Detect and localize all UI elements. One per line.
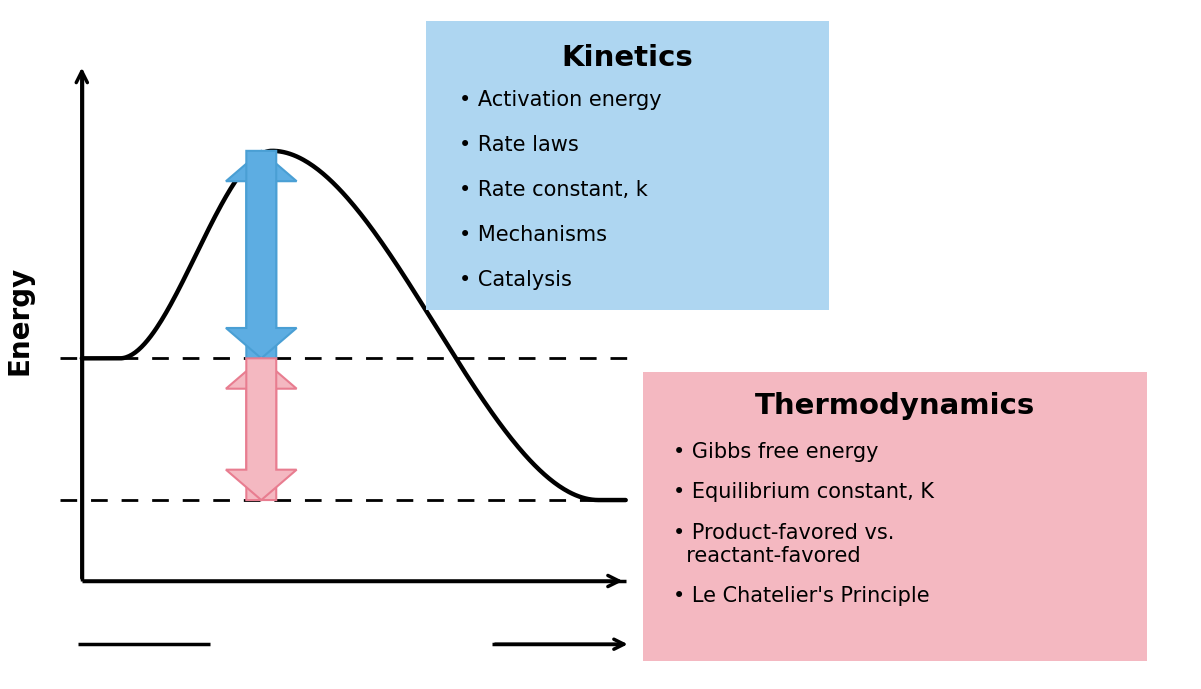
Text: • Rate constant, k: • Rate constant, k [459, 180, 647, 200]
Text: Thermodynamics: Thermodynamics [754, 392, 1035, 420]
Text: • Catalysis: • Catalysis [459, 269, 572, 289]
Text: • Le Chatelier's Principle: • Le Chatelier's Principle [673, 586, 930, 606]
Text: • Equilibrium constant, K: • Equilibrium constant, K [673, 482, 934, 502]
Text: Kinetics: Kinetics [562, 44, 693, 72]
Text: • Mechanisms: • Mechanisms [459, 225, 607, 245]
FancyArrow shape [226, 151, 297, 358]
FancyArrow shape [226, 358, 297, 500]
FancyBboxPatch shape [643, 372, 1147, 661]
Text: Energy: Energy [6, 266, 34, 375]
Text: • Product-favored vs.
  reactant-favored: • Product-favored vs. reactant-favored [673, 522, 895, 566]
FancyArrow shape [226, 358, 297, 500]
Text: • Rate laws: • Rate laws [459, 135, 579, 155]
FancyArrow shape [226, 151, 297, 358]
Text: • Gibbs free energy: • Gibbs free energy [673, 442, 878, 462]
FancyBboxPatch shape [426, 21, 829, 310]
Text: • Activation energy: • Activation energy [459, 90, 662, 110]
